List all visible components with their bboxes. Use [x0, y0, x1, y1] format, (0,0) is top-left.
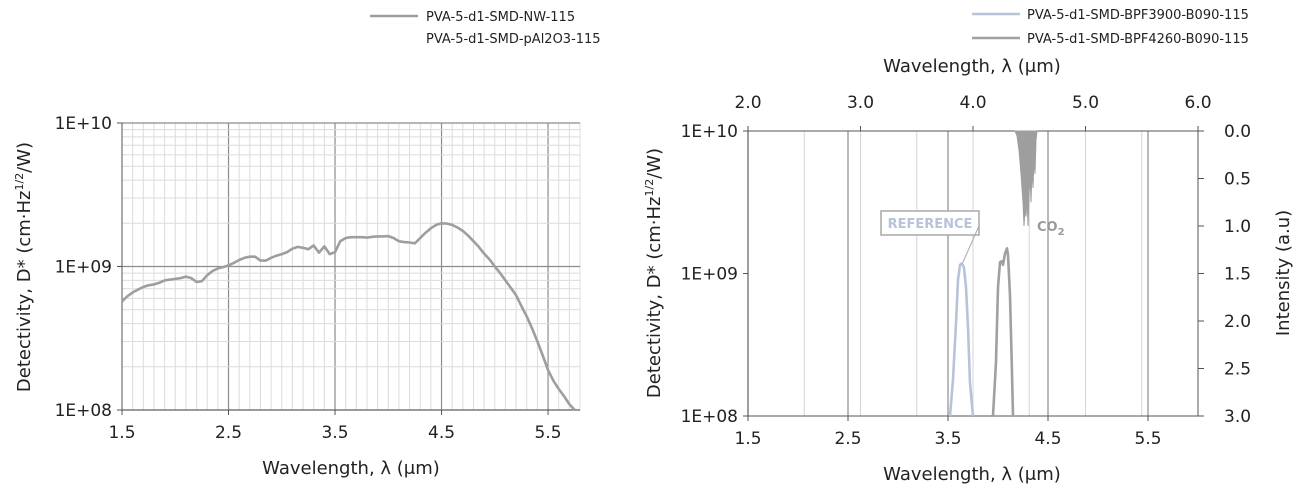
left-x-tick-label: 2.5 — [215, 423, 242, 443]
left-y-axis-title: Detectivity, D* (cm·Hz1/2/W) — [13, 142, 35, 392]
right-secondary-y-tick-label: 2.5 — [1224, 360, 1251, 380]
right-series — [948, 247, 1015, 417]
right-y-axis-title-sup: 1/2 — [643, 179, 656, 197]
left-y-ticks: 1E+08 1E+09 1E+10 — [55, 114, 122, 421]
right-y-axis-title-tail: /W) — [644, 148, 665, 179]
left-legend: PVA-5-d1-SMD-NW-115 PVA-5-d1-SMD-pAl2O3-… — [370, 10, 601, 47]
right-x-axis-title: Wavelength, λ (μm) — [883, 464, 1061, 485]
left-legend-label-1: PVA-5-d1-SMD-pAl2O3-115 — [426, 32, 601, 47]
reference-callout-leader — [962, 225, 980, 263]
right-secondary-y-tick-label: 2.0 — [1224, 312, 1251, 332]
co2-absorption — [1014, 130, 1038, 227]
left-y-tick-label: 1E+10 — [55, 114, 112, 134]
left-y-axis-title-sup: 1/2 — [13, 173, 26, 191]
left-y-tick-label: 1E+08 — [55, 401, 112, 421]
right-y-ticks: 1E+08 1E+09 1E+10 — [681, 122, 748, 427]
right-grid — [747, 131, 1149, 416]
right-legend-label-0: PVA-5-d1-SMD-BPF3900-B090-115 — [1027, 8, 1249, 23]
right-secondary-y-tick-label: 1.5 — [1224, 265, 1251, 285]
right-secondary-y-tick-label: 3.0 — [1224, 407, 1251, 427]
left-y-tick-label: 1E+09 — [55, 258, 112, 278]
right-top-x-axis-title: Wavelength, λ (μm) — [883, 56, 1061, 77]
right-x-ticks: 1.5 2.5 3.5 4.5 5.5 — [734, 416, 1162, 449]
right-secondary-y-tick-label: 0.5 — [1224, 170, 1251, 190]
reference-callout: REFERENCE — [880, 210, 980, 263]
right-secondary-y-tick-label: 1.0 — [1224, 217, 1251, 237]
right-top-x-tick-label: 6.0 — [1184, 93, 1211, 113]
left-x-tick-label: 5.5 — [535, 423, 562, 443]
reference-callout-box — [880, 210, 980, 236]
right-y-tick-label: 1E+10 — [681, 122, 738, 142]
left-y-axis-title-main: Detectivity, D* (cm·Hz — [14, 191, 35, 393]
left-x-ticks: 1.5 2.5 3.5 4.5 5.5 — [108, 410, 562, 443]
co2-label-sub: 2 — [1058, 227, 1065, 238]
co2-absorption-area — [1014, 130, 1038, 227]
right-y-axis-title: Detectivity, D* (cm·Hz1/2/W) — [643, 148, 665, 398]
left-x-tick-label: 3.5 — [321, 423, 348, 443]
right-series-line-1 — [991, 247, 1015, 417]
right-y-axis-title-main: Detectivity, D* (cm·Hz — [644, 197, 665, 399]
right-x-tick-label: 3.5 — [934, 429, 961, 449]
left-series-line-0 — [121, 222, 576, 411]
right-x-tick-label: 5.5 — [1134, 429, 1161, 449]
left-x-tick-label: 1.5 — [108, 423, 135, 443]
left-legend-label-0: PVA-5-d1-SMD-NW-115 — [426, 10, 575, 25]
left-series — [121, 222, 576, 411]
right-series-line-0 — [948, 262, 975, 417]
right-x-tick-label: 2.5 — [834, 429, 861, 449]
left-y-axis-title-tail: /W) — [14, 142, 35, 173]
right-secondary-y-tick-label: 0.0 — [1224, 122, 1251, 142]
co2-label-main: CO — [1037, 220, 1058, 235]
right-top-x-tick-label: 5.0 — [1072, 93, 1099, 113]
left-x-axis-title: Wavelength, λ (μm) — [262, 458, 440, 479]
right-top-x-tick-label: 4.0 — [959, 93, 986, 113]
right-y-tick-label: 1E+09 — [681, 265, 738, 285]
right-legend-label-1: PVA-5-d1-SMD-BPF4260-B090-115 — [1027, 32, 1249, 47]
left-x-tick-label: 4.5 — [428, 423, 455, 443]
right-secondary-y-ticks: 0.0 0.5 1.0 1.5 2.0 2.5 3.0 — [1198, 122, 1251, 427]
co2-label: CO2 — [1037, 220, 1065, 238]
left-chart: 1.5 2.5 3.5 4.5 5.5 1E+08 1E+09 1E+10 Waveleng… — [13, 10, 601, 479]
right-x-tick-label: 1.5 — [734, 429, 761, 449]
right-top-x-tick-label: 2.0 — [734, 93, 761, 113]
right-legend: PVA-5-d1-SMD-BPF3900-B090-115 PVA-5-d1-S… — [972, 8, 1249, 47]
right-secondary-y-axis-title: Intensity (a.u) — [1273, 210, 1294, 336]
reference-label: REFERENCE — [888, 217, 973, 232]
right-y-tick-label: 1E+08 — [681, 407, 738, 427]
right-chart: 1.5 2.5 3.5 4.5 5.5 2.0 3.0 4.0 5.0 6.0 1E+081E+… — [643, 8, 1294, 485]
right-x-tick-label: 4.5 — [1034, 429, 1061, 449]
right-top-x-ticks: 2.0 3.0 4.0 5.0 6.0 — [734, 93, 1212, 131]
left-grid — [122, 122, 581, 411]
right-top-x-tick-label: 3.0 — [847, 93, 874, 113]
